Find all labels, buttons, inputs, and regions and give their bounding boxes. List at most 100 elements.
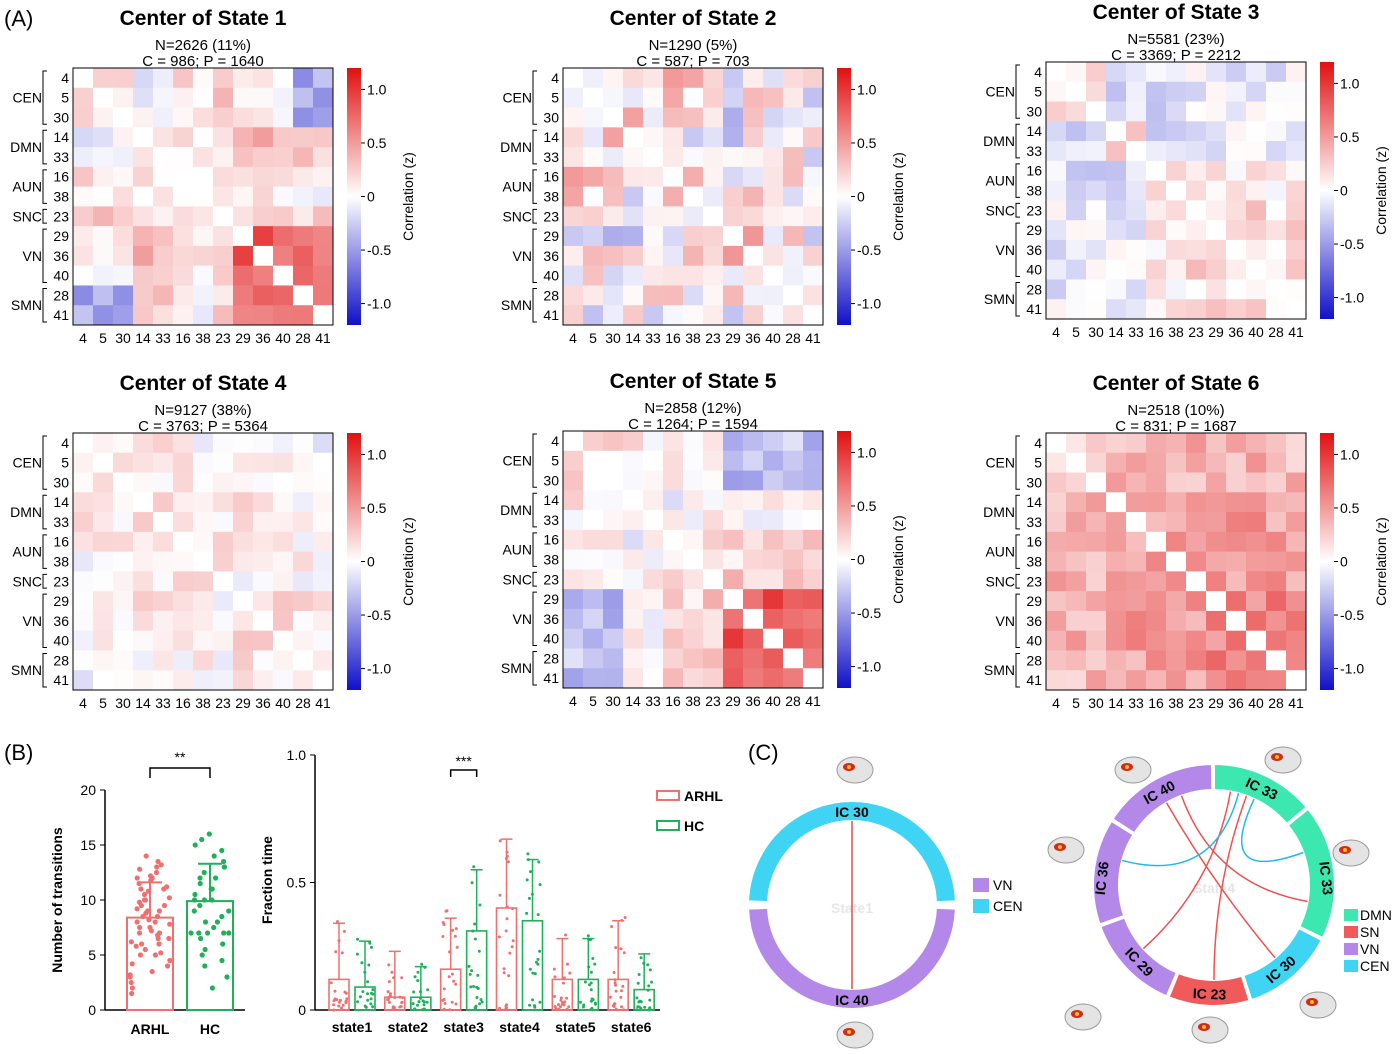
heatmap-cell <box>1246 571 1267 592</box>
heatmap-cell <box>73 531 94 553</box>
heatmap-cell <box>233 610 254 632</box>
heatmap-n-count: N=2626 (11%) <box>155 37 251 54</box>
heatmap-cell <box>803 166 824 188</box>
heatmap-cell <box>253 492 274 513</box>
bar-arhl-state4 <box>495 907 518 1011</box>
data-point <box>156 930 163 936</box>
heatmap-cell <box>603 450 624 471</box>
heatmap-cell <box>1106 472 1127 493</box>
network-label: VN <box>23 248 42 264</box>
heatmap-cell <box>763 648 784 669</box>
heatmap-cell <box>213 512 234 533</box>
heatmap-cell <box>603 608 624 630</box>
data-point <box>636 981 640 985</box>
data-point <box>508 951 512 955</box>
x-tick-label: state1 <box>332 1019 373 1035</box>
colorbar-tick-label: 0.5 <box>1340 129 1360 145</box>
heatmap-cell <box>173 245 194 267</box>
row-tick-label: 38 <box>53 554 69 570</box>
heatmap-cell <box>643 147 664 168</box>
heatmap-cell <box>563 265 584 286</box>
colorbar-tick-label: -0.5 <box>367 607 391 623</box>
heatmap-cell <box>1106 239 1127 261</box>
heatmap-cell <box>73 166 94 188</box>
significance-bracket <box>149 767 211 778</box>
heatmap-cell <box>213 492 234 513</box>
col-tick-label: 40 <box>275 330 291 346</box>
heatmap-cell <box>603 68 624 89</box>
heatmap-cell <box>1106 591 1127 612</box>
heatmap-cell <box>1266 650 1287 671</box>
row-tick-label: 16 <box>543 532 559 548</box>
heatmap-cell <box>1066 452 1087 473</box>
heatmap-cell <box>723 206 744 227</box>
heatmap-cell <box>1086 492 1107 513</box>
heatmap-cell <box>1286 531 1307 553</box>
heatmap-cell <box>643 648 664 669</box>
col-tick-label: 38 <box>195 330 211 346</box>
brain-activation-core <box>1058 845 1062 849</box>
data-point <box>363 970 367 974</box>
heatmap-cell <box>213 166 234 188</box>
heatmap-cell <box>1126 239 1147 261</box>
data-point <box>527 896 531 900</box>
data-point <box>140 913 146 920</box>
heatmap-cell <box>93 147 114 168</box>
heatmap-cell <box>1286 492 1307 513</box>
heatmap-cell <box>1086 591 1107 612</box>
data-point <box>504 857 508 860</box>
heatmap-cell <box>703 87 724 108</box>
col-tick-label: 28 <box>295 695 311 711</box>
heatmap-cell <box>233 127 254 148</box>
heatmap-cell <box>743 107 764 128</box>
data-point <box>450 972 454 976</box>
heatmap-cell <box>703 648 724 669</box>
heatmap-cell <box>1246 591 1267 612</box>
segment-label: IC 30 <box>835 804 869 820</box>
heatmap-cell <box>93 265 114 286</box>
colorbar-label: Correlation (z) <box>890 152 906 241</box>
panel-label-a: (A) <box>4 6 33 31</box>
heatmap-cell <box>213 571 234 592</box>
heatmap-cell <box>723 529 744 551</box>
heatmap-cell <box>1226 670 1247 691</box>
heatmap-cell <box>1106 630 1127 651</box>
heatmap-cell <box>803 608 824 630</box>
heatmap-cell <box>783 147 804 168</box>
network-bracket <box>532 228 537 283</box>
heatmap-cell <box>563 668 584 689</box>
heatmap-title: Center of State 6 <box>1093 372 1260 395</box>
network-label: SMN <box>501 660 532 676</box>
heatmap-cell <box>273 107 294 128</box>
network-bracket <box>1015 222 1020 277</box>
heatmap-cell <box>1206 571 1227 592</box>
heatmap-cell <box>313 433 334 454</box>
heatmap-cell <box>73 492 94 513</box>
heatmap-cell <box>1186 512 1207 533</box>
col-tick-label: 5 <box>1072 695 1080 711</box>
col-tick-label: 23 <box>215 330 231 346</box>
heatmap-cell <box>313 107 334 128</box>
brain-activation-core <box>1275 755 1279 759</box>
heatmap-cell <box>1106 452 1127 473</box>
row-tick-label: 41 <box>543 670 559 686</box>
heatmap-cell <box>763 450 784 471</box>
heatmap-cell <box>563 589 584 610</box>
row-tick-label: 29 <box>1026 222 1042 238</box>
brain-icon <box>1047 836 1085 864</box>
row-tick-label: 33 <box>53 514 69 530</box>
heatmap-cell <box>1166 531 1187 553</box>
heatmap-cell <box>1166 180 1187 201</box>
heatmap-cell <box>73 551 94 572</box>
heatmap-cell <box>233 285 254 306</box>
significance-label: ** <box>175 749 186 765</box>
heatmap-cell <box>563 127 584 148</box>
heatmap-cell <box>1286 62 1307 83</box>
data-point <box>367 963 371 967</box>
heatmap-cell <box>113 630 134 651</box>
heatmap-cell <box>93 433 114 454</box>
heatmap-cell <box>293 166 314 188</box>
data-point <box>454 927 458 931</box>
data-point <box>505 850 509 854</box>
heatmap-cell <box>783 529 804 551</box>
